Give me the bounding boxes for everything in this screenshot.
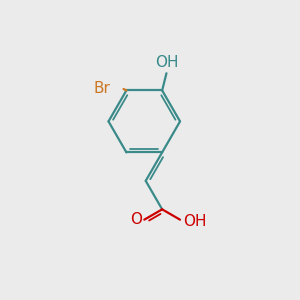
Text: OH: OH [183, 214, 207, 230]
Text: Br: Br [94, 82, 111, 97]
Text: OH: OH [155, 56, 178, 70]
Text: O: O [130, 212, 142, 227]
